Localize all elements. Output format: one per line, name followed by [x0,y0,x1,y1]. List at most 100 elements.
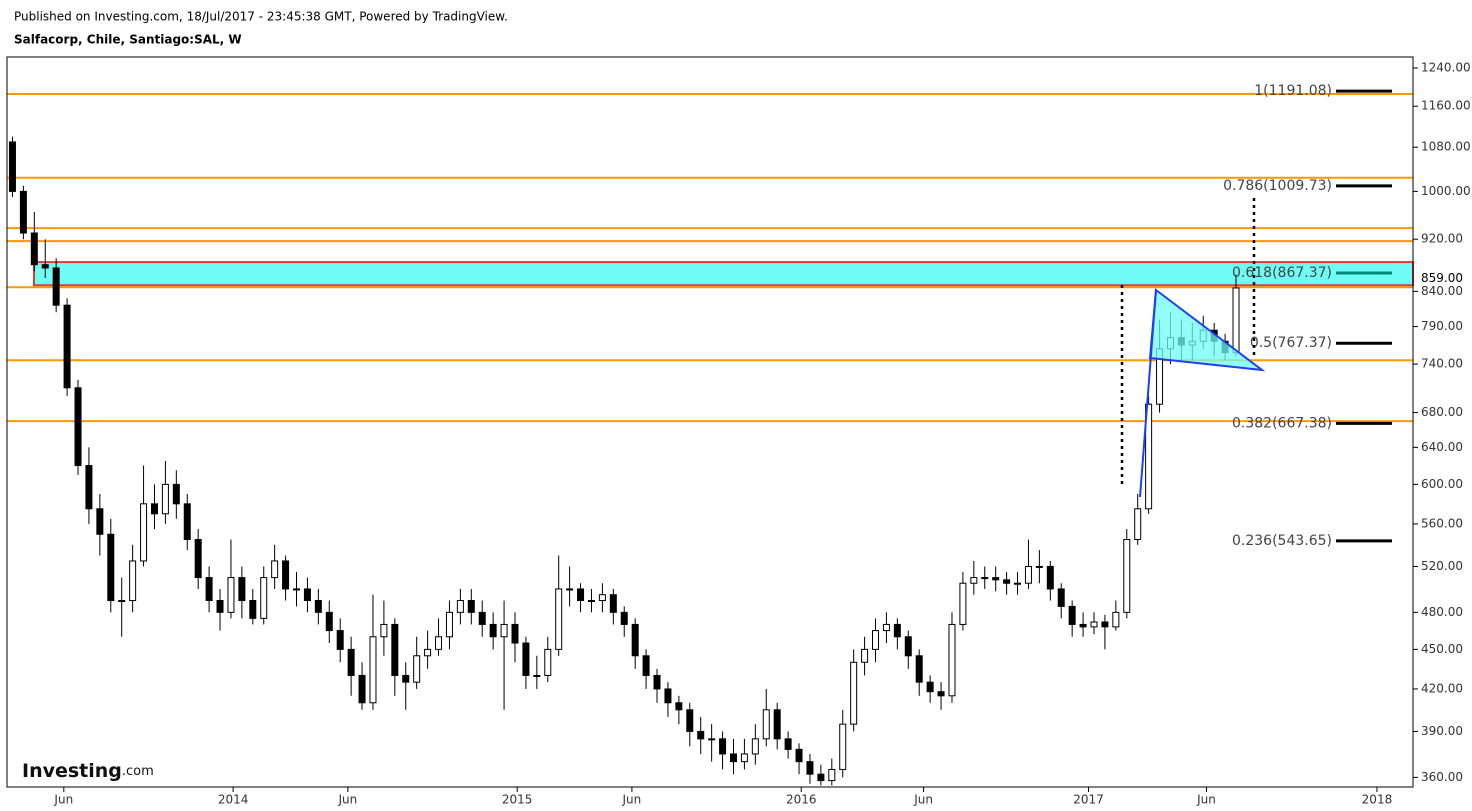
candle [729,738,737,775]
candle-body [1079,623,1087,628]
candle [249,588,257,625]
candle [500,600,508,710]
candle [150,484,158,530]
candle-body [861,648,869,663]
candle [347,636,355,696]
candle-body [325,611,333,632]
candle [282,555,290,601]
candle-body [555,588,563,650]
candle-body [391,623,399,676]
candle [314,588,322,625]
candle-body [631,623,639,657]
candle-body [107,533,115,602]
candle [194,529,202,589]
candle-body [52,267,60,306]
candle [489,612,497,650]
candle [511,612,519,663]
candle [402,662,410,710]
candle [598,583,606,613]
candle-body [577,588,585,602]
candle [1134,494,1142,545]
candle [937,682,945,710]
candle [533,655,541,689]
candle [697,716,705,754]
candle-body [1123,539,1131,613]
candle-body [926,681,934,693]
candle-body [227,577,235,613]
flag-pole [1139,289,1157,498]
candle-body [336,630,344,650]
candle [129,544,137,613]
candle-body [697,730,705,740]
candle [205,566,213,613]
candle [118,577,126,637]
candle [325,600,333,644]
candle-body [369,636,377,704]
candle-body [708,738,716,741]
y-tick-label: 790.00 [1421,319,1463,333]
flag-drawing [1120,198,1266,498]
candle-body [194,539,202,579]
candle [227,539,235,619]
candle-body [293,588,301,591]
fib-label: 0.5(767.37) [1250,335,1332,351]
candle-body [893,623,901,638]
y-tick-label: 600.00 [1421,477,1463,491]
candle [719,731,727,770]
candle [238,566,246,619]
candle-body [380,623,388,638]
y-tick-label: 420.00 [1421,681,1463,695]
candle [96,494,104,556]
x-tick-label: Jun [913,793,933,807]
candle-body [915,655,923,683]
candle [926,675,934,703]
plot: 1(1191.08) 0.786(1009.73) 0.618(867.37) 0.5… [7,83,1414,786]
candle-body [642,655,650,676]
candle [413,636,421,689]
candle [391,618,399,696]
candle-body [882,623,890,632]
candle [74,379,82,475]
fib-label: 0.236(543.65) [1232,533,1332,549]
candle [948,612,956,703]
candle [260,566,268,625]
fib-label: 0.618(867.37) [1232,265,1332,281]
candle-body [587,600,595,603]
candle [850,649,858,732]
y-tick-label: 680.00 [1421,405,1463,419]
candle [609,588,617,625]
candle [183,494,191,551]
candle [1145,395,1153,514]
candle-body [314,600,322,613]
candle [762,688,770,747]
candle-body [238,577,246,602]
candle-body [1046,565,1054,590]
candle [686,702,694,747]
candle-body [41,264,49,269]
candle [1003,571,1011,595]
candle-body [729,753,737,763]
candle-body [1112,611,1120,628]
candle-body [205,577,213,602]
candle [85,447,93,524]
candle [544,636,552,683]
candle-body [533,674,541,677]
candle-body [948,623,956,697]
candle [19,185,27,240]
candle [161,460,169,524]
candle-body [817,773,825,782]
candle [828,758,836,786]
candle [216,588,224,631]
logo-suffix: .com [122,764,154,779]
candle-body [719,738,727,755]
y-tick-label: 390.00 [1421,724,1463,738]
candle-body [358,674,366,704]
candle-body [500,623,508,638]
candle [872,618,880,663]
candle [839,709,847,778]
candle [773,702,781,750]
candle [751,724,759,765]
candle-body [478,611,486,625]
candle [271,544,279,589]
